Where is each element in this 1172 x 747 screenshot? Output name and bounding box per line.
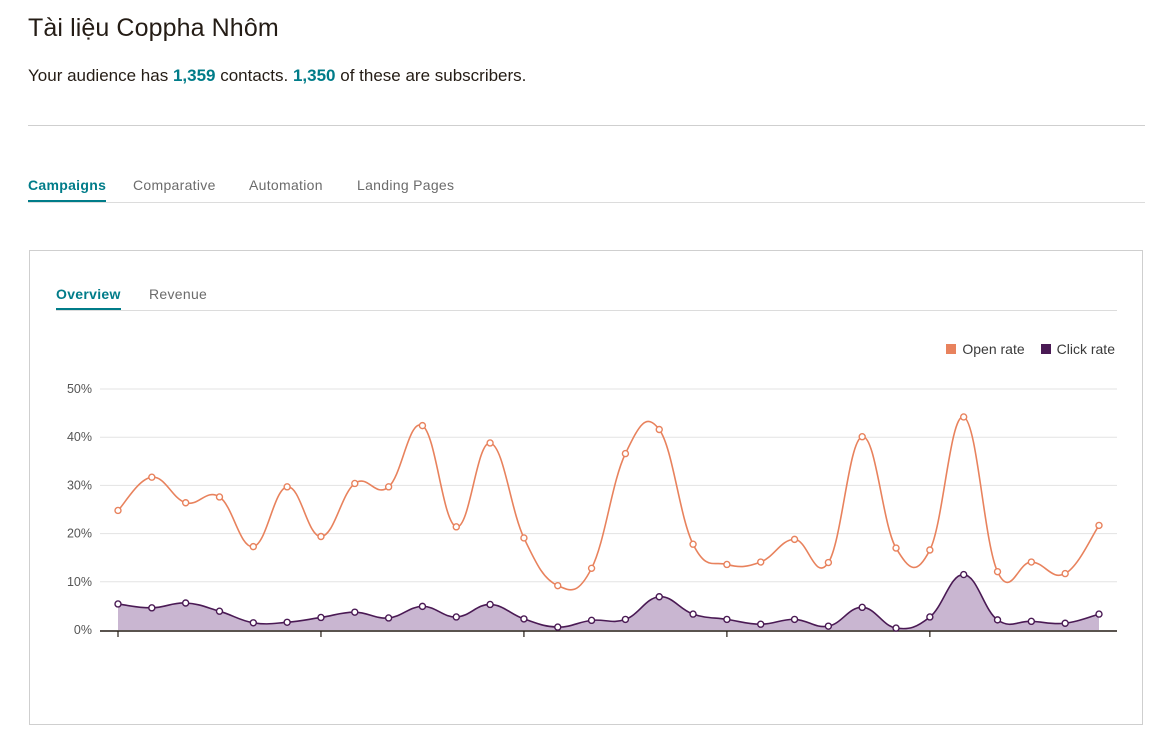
click-rate-point: [317, 613, 325, 622]
subscribers-count: 1,350: [292, 66, 336, 85]
y-tick-label: 40%: [67, 430, 92, 444]
open-rate-point: [317, 532, 325, 541]
header-divider: [28, 125, 1145, 126]
click-rate-point: [181, 599, 190, 607]
open-rate-point: [858, 433, 866, 441]
click-rate-point: [452, 613, 460, 621]
open-rate-line: [117, 416, 1100, 591]
open-rate-point: [452, 523, 460, 531]
contacts-count: 1,359: [172, 66, 216, 85]
open-rate-point: [351, 479, 359, 488]
page-title: Tài liệu Coppha Nhôm: [28, 14, 279, 42]
click-rate-point: [384, 614, 393, 622]
y-tick-label: 20%: [67, 527, 92, 541]
report-tabs: Campaigns Comparative Automation Landing…: [28, 176, 1145, 203]
tab-automation[interactable]: Automation: [249, 177, 323, 193]
summary-suffix: of these are subscribers.: [335, 66, 527, 85]
click-rate-point: [486, 600, 494, 609]
open-rate-point: [723, 560, 731, 569]
open-rate-point: [1095, 521, 1103, 530]
open-rate-point: [892, 544, 900, 552]
subtab-revenue[interactable]: Revenue: [149, 286, 208, 302]
click-rate-point: [215, 607, 224, 615]
click-rate-swatch: [1040, 344, 1051, 354]
click-rate-point: [757, 620, 765, 628]
tab-campaigns[interactable]: Campaigns: [28, 176, 107, 202]
click-rate-point: [587, 616, 596, 625]
chart-subtabs: Overview Revenue: [56, 286, 1117, 311]
chart-legend: Open rate Click rate: [946, 341, 1115, 357]
open-rate-point: [148, 473, 156, 481]
open-rate-point: [418, 421, 427, 430]
click-rate-point: [520, 615, 528, 623]
open-rate-point: [655, 425, 663, 434]
summary-mid: contacts.: [215, 66, 293, 85]
y-tick-label: 0%: [74, 623, 92, 637]
chart-card: Overview Revenue Open rate Click rate: [29, 250, 1143, 725]
open-rate-point: [486, 439, 494, 447]
tab-landing-pages[interactable]: Landing Pages: [357, 177, 455, 193]
click-rate-point: [418, 602, 427, 611]
open-rate-point: [1027, 558, 1036, 566]
click-rate-point: [655, 593, 663, 601]
open-rate-point: [1061, 569, 1069, 578]
open-rate-point: [790, 535, 799, 544]
open-rate-point: [757, 558, 765, 566]
audience-summary: Your audience has 1,359 contacts. 1,350 …: [28, 66, 526, 86]
open-rate-point: [114, 506, 122, 515]
open-rate-point: [993, 567, 1002, 576]
open-rate-point: [587, 564, 596, 573]
open-rate-point: [520, 534, 528, 542]
click-rate-point: [351, 608, 359, 616]
open-rate-point: [554, 581, 562, 590]
click-rate-point: [926, 613, 934, 621]
subtab-overview[interactable]: Overview: [56, 286, 121, 310]
open-rate-point: [621, 449, 630, 458]
click-rate-point: [283, 618, 291, 626]
click-rate-point: [892, 624, 900, 632]
tab-comparative[interactable]: Comparative: [133, 177, 216, 193]
click-rate-point: [554, 623, 562, 631]
open-rate-point: [824, 558, 833, 567]
legend-click-rate-label: Click rate: [1056, 341, 1115, 357]
summary-prefix: Your audience has: [28, 66, 173, 85]
open-rate-point: [215, 493, 224, 501]
click-rate-point: [148, 604, 156, 612]
y-tick-label: 30%: [67, 478, 92, 492]
y-tick-label: 10%: [67, 575, 92, 589]
click-rate-point: [1095, 610, 1103, 618]
click-rate-point: [1061, 619, 1069, 627]
open-rate-point: [384, 483, 393, 491]
legend-open-rate-label: Open rate: [962, 341, 1025, 357]
click-rate-point: [824, 622, 833, 630]
click-rate-point: [858, 603, 866, 612]
open-rate-swatch: [946, 344, 957, 354]
click-rate-point: [959, 570, 968, 579]
open-rate-point: [689, 540, 697, 548]
click-rate-area: [118, 574, 1099, 630]
open-rate-point: [283, 483, 291, 491]
open-rate-point: [959, 413, 968, 421]
legend-click-rate[interactable]: Click rate: [1040, 341, 1115, 357]
open-rate-point: [181, 499, 190, 507]
click-rate-point: [790, 615, 799, 624]
click-rate-point: [993, 616, 1002, 624]
click-rate-point: [1027, 617, 1036, 626]
click-rate-point: [621, 615, 630, 624]
click-rate-point: [723, 615, 731, 624]
click-rate-point: [689, 610, 697, 618]
open-rate-point: [249, 542, 258, 551]
legend-open-rate[interactable]: Open rate: [946, 341, 1025, 357]
y-tick-label: 50%: [67, 382, 92, 396]
click-rate-point: [114, 600, 122, 608]
click-rate-point: [249, 619, 258, 627]
open-rate-point: [926, 546, 934, 554]
